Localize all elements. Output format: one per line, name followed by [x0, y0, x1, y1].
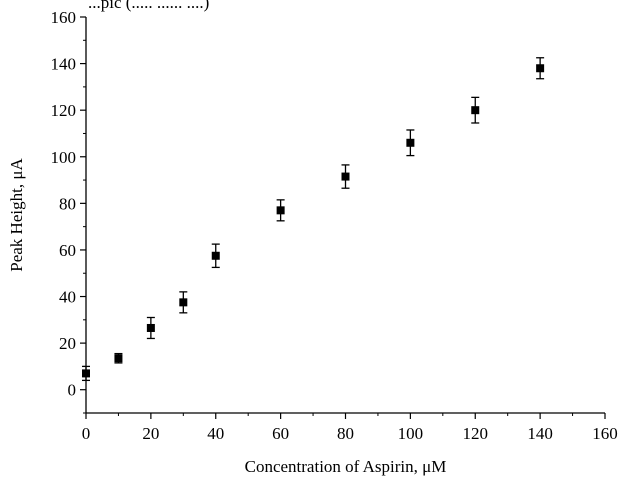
data-point [82, 369, 90, 378]
x-axis-ticks: 0 20 40 60 80 100 120 140 160 [82, 413, 618, 443]
data-point [179, 298, 188, 307]
data-point [211, 251, 220, 260]
data-point [341, 172, 350, 181]
error-bars [82, 57, 545, 382]
y-tick-label: 0 [68, 381, 77, 400]
data-point [406, 138, 415, 147]
y-tick-label: 100 [51, 148, 77, 167]
y-axis-title: Peak Height, μA [7, 158, 26, 272]
plot-axes [85, 17, 605, 414]
data-point [276, 206, 285, 215]
y-tick-label: 160 [51, 8, 77, 27]
y-tick-label: 120 [51, 101, 77, 120]
x-tick-label: 60 [272, 424, 289, 443]
top-caption-fragment: ...pic (..... ...... ....) [88, 0, 209, 12]
y-tick-label: 60 [59, 241, 76, 260]
x-tick-label: 100 [398, 424, 424, 443]
y-tick-label: 80 [59, 194, 76, 213]
x-tick-label: 140 [527, 424, 553, 443]
x-tick-label: 160 [592, 424, 618, 443]
data-point [114, 354, 123, 363]
x-tick-label: 0 [82, 424, 91, 443]
x-tick-label: 40 [207, 424, 224, 443]
data-point [536, 64, 545, 73]
x-tick-label: 20 [142, 424, 159, 443]
y-tick-label: 20 [59, 334, 76, 353]
y-tick-label: 140 [51, 55, 77, 74]
y-axis-ticks: 0 20 40 60 80 100 120 140 160 [51, 8, 86, 414]
y-tick-label: 40 [59, 288, 76, 307]
x-tick-label: 80 [337, 424, 354, 443]
data-point [471, 106, 480, 115]
data-points [82, 64, 545, 378]
x-tick-label: 120 [463, 424, 489, 443]
x-axis-title: Concentration of Aspirin, μM [245, 457, 447, 476]
data-point [146, 323, 155, 332]
